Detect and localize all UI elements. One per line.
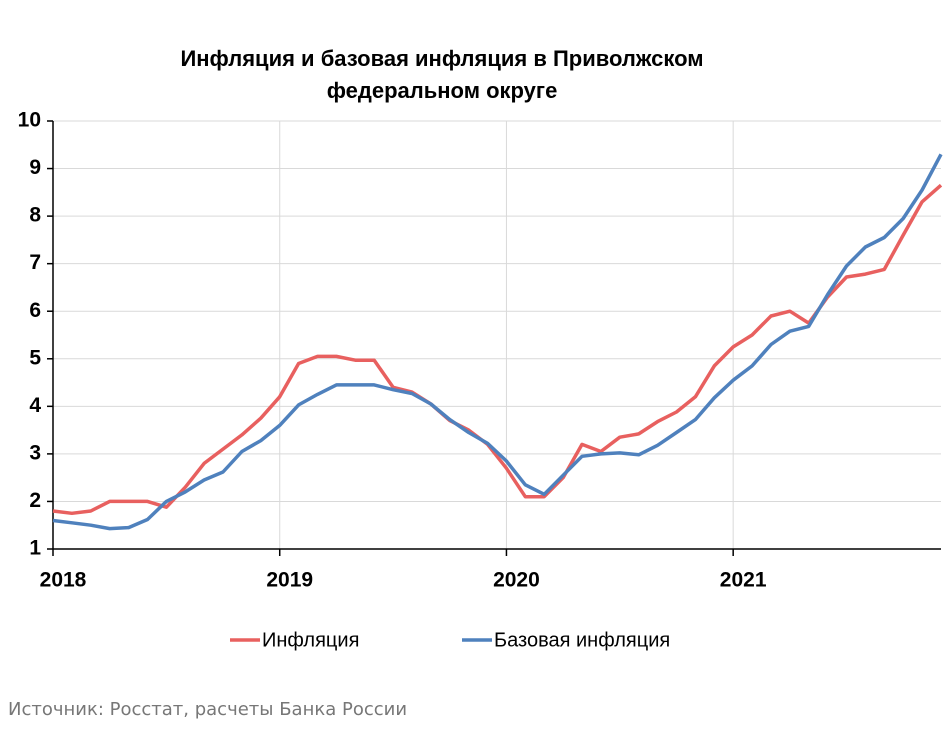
series-line <box>52 183 943 516</box>
chart-title: Инфляция и базовая инфляция в Приволжско… <box>180 46 703 71</box>
x-tick-label: 2020 <box>493 569 540 592</box>
legend-label: Инфляция <box>262 629 359 651</box>
series-line <box>52 153 943 531</box>
y-tick-label: 7 <box>29 251 41 274</box>
chart-title: федеральном округе <box>327 78 558 103</box>
y-tick-label: 9 <box>29 156 41 179</box>
x-tick-label: 2018 <box>40 569 87 592</box>
y-tick-label: 1 <box>29 537 41 560</box>
x-tick-label: 2021 <box>720 569 767 592</box>
y-tick-label: 6 <box>29 299 41 322</box>
x-tick-label: 2019 <box>266 569 313 592</box>
y-tick-label: 4 <box>29 394 41 417</box>
source-note: Источник: Росстат, расчеты Банка России <box>8 699 407 720</box>
y-tick-label: 3 <box>29 441 41 464</box>
y-tick-label: 8 <box>29 204 41 227</box>
y-tick-label: 2 <box>29 489 41 512</box>
y-tick-label: 10 <box>18 109 41 132</box>
legend-label: Базовая инфляция <box>494 629 670 651</box>
y-tick-label: 5 <box>29 346 41 369</box>
